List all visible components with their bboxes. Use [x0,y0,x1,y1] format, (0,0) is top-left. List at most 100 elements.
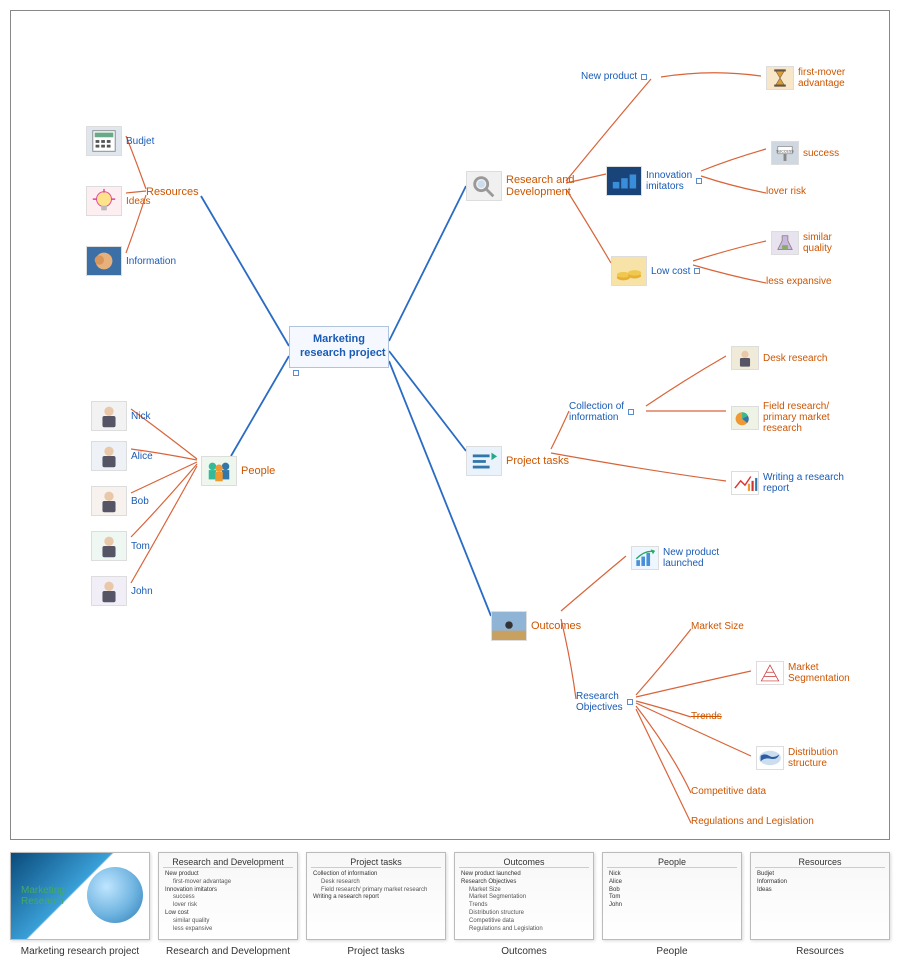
node-lowcost[interactable]: Low cost [611,256,700,286]
photo-icon [491,611,527,641]
node-budjet[interactable]: Budjet [86,126,154,156]
thumb-caption: Research and Development [158,946,298,957]
expand-handle[interactable] [627,699,633,705]
expand-handle[interactable] [641,74,647,80]
node-label: Ideas [126,196,150,207]
expand-handle[interactable] [696,178,702,184]
person-icon [91,401,127,431]
thumbnail-1[interactable]: Research and DevelopmentNew productfirst… [158,852,298,957]
globe-icon [87,867,143,923]
thumbnail-4[interactable]: PeopleNickAliceBobTomJohnPeople [602,852,742,957]
node-simq[interactable]: similarquality [771,231,832,255]
person-icon [91,486,127,516]
node-regs[interactable]: Regulations and Legislation [691,816,814,827]
node-report[interactable]: Writing a researchreport [731,471,844,495]
node-bob[interactable]: Bob [91,486,149,516]
node-ideas[interactable]: Ideas [86,186,150,216]
node-dist[interactable]: Distributionstructure [756,746,838,770]
node-npl[interactable]: New productlaunched [631,546,719,570]
node-label: People [241,465,275,477]
people-icon [201,456,237,486]
node-alice[interactable]: Alice [91,441,153,471]
node-success[interactable]: SUCCESSsuccess [771,141,839,165]
person-icon [91,576,127,606]
thumb-heading: Outcomes [459,857,589,868]
center-label: Marketingresearch project [289,326,389,368]
node-label: first-moveradvantage [798,67,845,89]
node-comp[interactable]: Competitive data [691,786,766,797]
thumbnail-2[interactable]: Project tasksCollection of informationDe… [306,852,446,957]
node-john[interactable]: John [91,576,153,606]
node-label: Resources [146,186,199,198]
node-label: Trends [691,711,722,722]
node-label: Budjet [126,136,154,147]
node-field[interactable]: Field research/primary marketresearch [731,401,830,434]
node-label: similarquality [803,232,832,254]
node-label: less expansive [766,276,832,287]
node-label: lover risk [766,186,806,197]
flask-icon [771,231,799,255]
node-rnd[interactable]: Research andDevelopment [466,171,575,201]
node-label: Tom [131,541,150,552]
node-label: Market Size [691,621,744,632]
world-icon [756,746,784,770]
thumb-heading: Research and Development [163,857,293,868]
thumb-heading: People [607,857,737,868]
node-label: Collection ofinformation [569,401,624,423]
node-coll[interactable]: Collection ofinformation [569,401,634,423]
node-information[interactable]: Information [86,246,176,276]
node-tom[interactable]: Tom [91,531,150,561]
person-icon [731,346,759,370]
thumbnail-5[interactable]: ResourcesBudjetInformationIdeasResources [750,852,890,957]
node-msize[interactable]: Market Size [691,621,744,632]
node-label: Low cost [651,266,690,277]
node-label: Information [126,256,176,267]
node-label: Research andDevelopment [506,174,575,198]
calc-icon [86,126,122,156]
node-label: MarketSegmentation [788,662,850,684]
thumb-caption: Marketing research project [10,946,150,957]
node-label: Bob [131,496,149,507]
node-label: New productlaunched [663,547,719,569]
node-desk[interactable]: Desk research [731,346,827,370]
node-lessex[interactable]: less expansive [766,276,832,287]
node-outcomes[interactable]: Outcomes [491,611,581,641]
thumb-heading: Resources [755,857,885,868]
thumb-caption: Project tasks [306,946,446,957]
thumbnail-0[interactable]: MarketingResearch Marketing research proj… [10,852,150,957]
node-label: Competitive data [691,786,766,797]
node-resources[interactable]: Resources [146,186,199,198]
mindmap-canvas: Marketingresearch project Resources Budjet… [10,10,890,840]
center-topic[interactable]: Marketingresearch project [289,326,389,379]
person-icon [91,441,127,471]
node-mseg[interactable]: MarketSegmentation [756,661,850,685]
node-trends[interactable]: Trends [691,711,722,722]
node-nick[interactable]: Nick [91,401,150,431]
node-newprod[interactable]: New product [581,71,647,82]
thumbnail-row: MarketingResearch Marketing research proj… [10,852,890,957]
node-label: Nick [131,411,150,422]
thumbnail-3[interactable]: OutcomesNew product launchedResearch Obj… [454,852,594,957]
node-ptasks[interactable]: Project tasks [466,446,569,476]
expand-handle[interactable] [628,409,634,415]
node-fma[interactable]: first-moveradvantage [766,66,845,90]
sign-icon: SUCCESS [771,141,799,165]
bulb-icon [86,186,122,216]
person-icon [91,531,127,561]
hourglass-icon [766,66,794,90]
node-label: Innovationimitators [646,170,692,192]
node-people[interactable]: People [201,456,275,486]
expand-handle[interactable] [694,268,700,274]
thumb-caption: Outcomes [454,946,594,957]
svg-text:SUCCESS: SUCCESS [776,149,794,153]
node-robj[interactable]: ResearchObjectives [576,691,633,713]
node-label: Distributionstructure [788,747,838,769]
node-lover[interactable]: lover risk [766,186,806,197]
node-label: Outcomes [531,620,581,632]
tasks-icon [466,446,502,476]
cover-text: MarketingResearch [15,885,65,907]
node-innov[interactable]: Innovationimitators [606,166,702,196]
node-label: Desk research [763,353,827,364]
expand-handle[interactable] [293,370,299,376]
node-label: Regulations and Legislation [691,816,814,827]
